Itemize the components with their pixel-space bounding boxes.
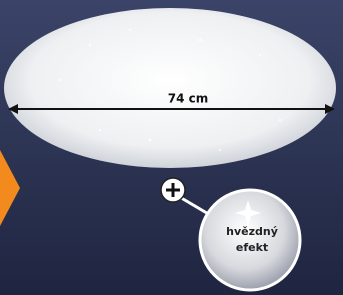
scene: 74 cm hvězdný efekt	[0, 0, 343, 295]
dimension-label: 74 cm	[168, 92, 209, 106]
callout-line-1: hvězdný	[226, 225, 278, 238]
callout-line-2: efekt	[236, 241, 268, 254]
callout-circle	[200, 190, 300, 290]
lamp	[4, 8, 336, 168]
